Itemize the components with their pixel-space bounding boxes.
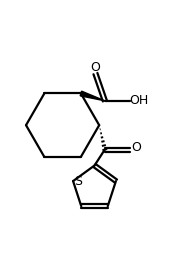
Text: O: O — [91, 62, 100, 75]
Polygon shape — [80, 91, 105, 101]
Text: S: S — [74, 175, 82, 188]
Text: O: O — [131, 141, 141, 154]
Text: OH: OH — [129, 94, 149, 107]
